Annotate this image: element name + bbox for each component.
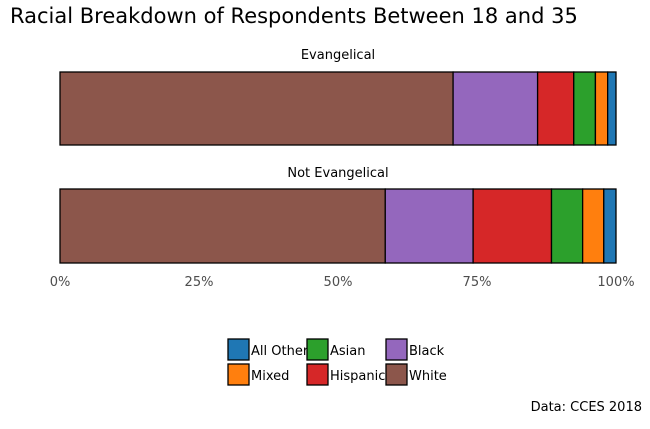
bar-segment-evangelical-black [452, 71, 539, 146]
panel-label-not-evangelical: Not Evangelical [287, 166, 388, 181]
x-tick-label: 75% [463, 275, 492, 290]
legend-swatch-hispanic [306, 363, 329, 386]
legend-label-white: White [409, 369, 447, 384]
bar-segment-evangelical-mixed [594, 71, 609, 146]
legend-swatch-white [385, 363, 408, 386]
legend-swatch-mixed [227, 363, 250, 386]
panels-group: Evangelical Not Evangelical [59, 48, 617, 264]
legend-label-hispanic: Hispanic [330, 369, 385, 384]
legend-label-black: Black [409, 344, 445, 359]
bar-segment-not-evangelical-white [59, 188, 386, 264]
legend: All Other Asian Black Mixed Hispanic White [227, 338, 447, 386]
legend-swatch-asian [306, 338, 329, 361]
bar-segment-evangelical-all-other [607, 71, 617, 146]
chart-title: Racial Breakdown of Respondents Between … [10, 4, 578, 28]
bar-segment-not-evangelical-all-other [603, 188, 617, 264]
x-tick-label: 0% [50, 275, 71, 290]
x-tick-label: 100% [597, 275, 634, 290]
bar-segment-not-evangelical-black [384, 188, 474, 264]
legend-swatch-black [385, 338, 408, 361]
bar-segment-not-evangelical-asian [550, 188, 584, 264]
bar-segment-evangelical-asian [573, 71, 597, 146]
x-axis-ticks: 0% 25% 50% 75% 100% [50, 275, 635, 290]
bar-segment-evangelical-white [59, 71, 454, 146]
bar-segment-not-evangelical-hispanic [472, 188, 553, 264]
legend-label-all-other: All Other [251, 344, 309, 359]
data-source-caption: Data: CCES 2018 [530, 400, 642, 415]
x-tick-label: 25% [185, 275, 214, 290]
bar-segment-not-evangelical-mixed [581, 188, 605, 264]
bar-segment-evangelical-hispanic [536, 71, 575, 146]
x-tick-label: 50% [324, 275, 353, 290]
legend-label-mixed: Mixed [251, 369, 289, 384]
legend-swatch-all-other [227, 338, 250, 361]
panel-label-evangelical: Evangelical [301, 48, 375, 63]
legend-label-asian: Asian [330, 344, 365, 359]
